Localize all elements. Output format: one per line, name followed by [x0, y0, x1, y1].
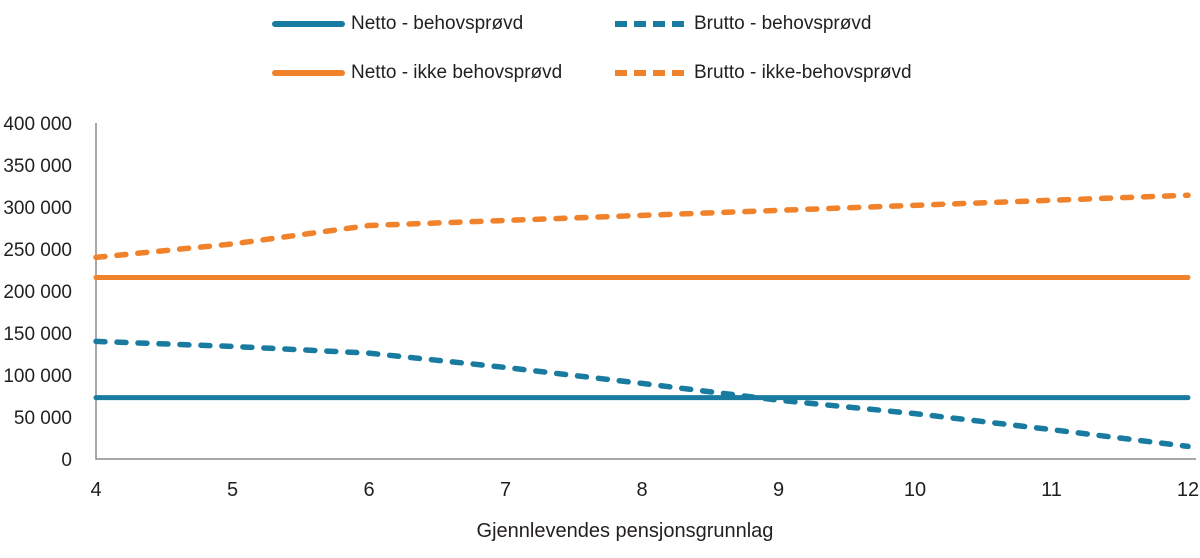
x-tick-label: 12 [1177, 479, 1199, 501]
legend-swatch-dashed-orange [615, 69, 688, 77]
y-tick-label: 50 000 [14, 408, 72, 429]
series-line-1 [93, 338, 1191, 450]
y-tick-label: 300 000 [3, 198, 72, 219]
y-tick-label: 400 000 [3, 114, 72, 135]
legend-swatch-dashed-teal [615, 20, 688, 28]
legend-label: Brutto - ikke-behovsprøvd [694, 62, 912, 83]
x-tick-label: 9 [773, 479, 784, 501]
series-line-3 [93, 192, 1191, 261]
x-tick-label: 8 [636, 479, 647, 501]
legend-swatch-solid-teal [272, 20, 345, 28]
y-tick-label: 350 000 [3, 156, 72, 177]
legend-item-netto-ikke-behovsprovd: Netto - ikke behovsprøvd [272, 59, 562, 87]
x-tick-label: 10 [904, 479, 926, 501]
x-tick-label: 7 [500, 479, 511, 501]
y-tick-label: 200 000 [3, 282, 72, 303]
legend-item-netto-behovsprovd: Netto - behovsprøvd [272, 10, 523, 38]
y-tick-label: 100 000 [3, 366, 72, 387]
legend-item-brutto-ikke-behovsprovd: Brutto - ikke-behovsprøvd [615, 59, 912, 87]
x-tick-label: 5 [227, 479, 238, 501]
legend-label: Netto - behovsprøvd [351, 13, 524, 34]
y-tick-label: 250 000 [3, 240, 72, 261]
axes-lines [95, 123, 1196, 460]
x-tick-label: 11 [1041, 479, 1062, 501]
x-tick-label: 4 [90, 479, 101, 501]
y-tick-label: 0 [61, 450, 72, 471]
legend-label: Brutto - behovsprøvd [694, 13, 872, 34]
legend-swatch-solid-orange [272, 69, 345, 77]
legend-label: Netto - ikke behovsprøvd [351, 62, 563, 83]
y-tick-label: 150 000 [3, 324, 72, 345]
x-axis-title: Gjennlevendes pensjonsgrunnlag [477, 520, 774, 542]
legend-item-brutto-behovsprovd: Brutto - behovsprøvd [615, 10, 871, 38]
x-tick-label: 6 [363, 479, 374, 501]
